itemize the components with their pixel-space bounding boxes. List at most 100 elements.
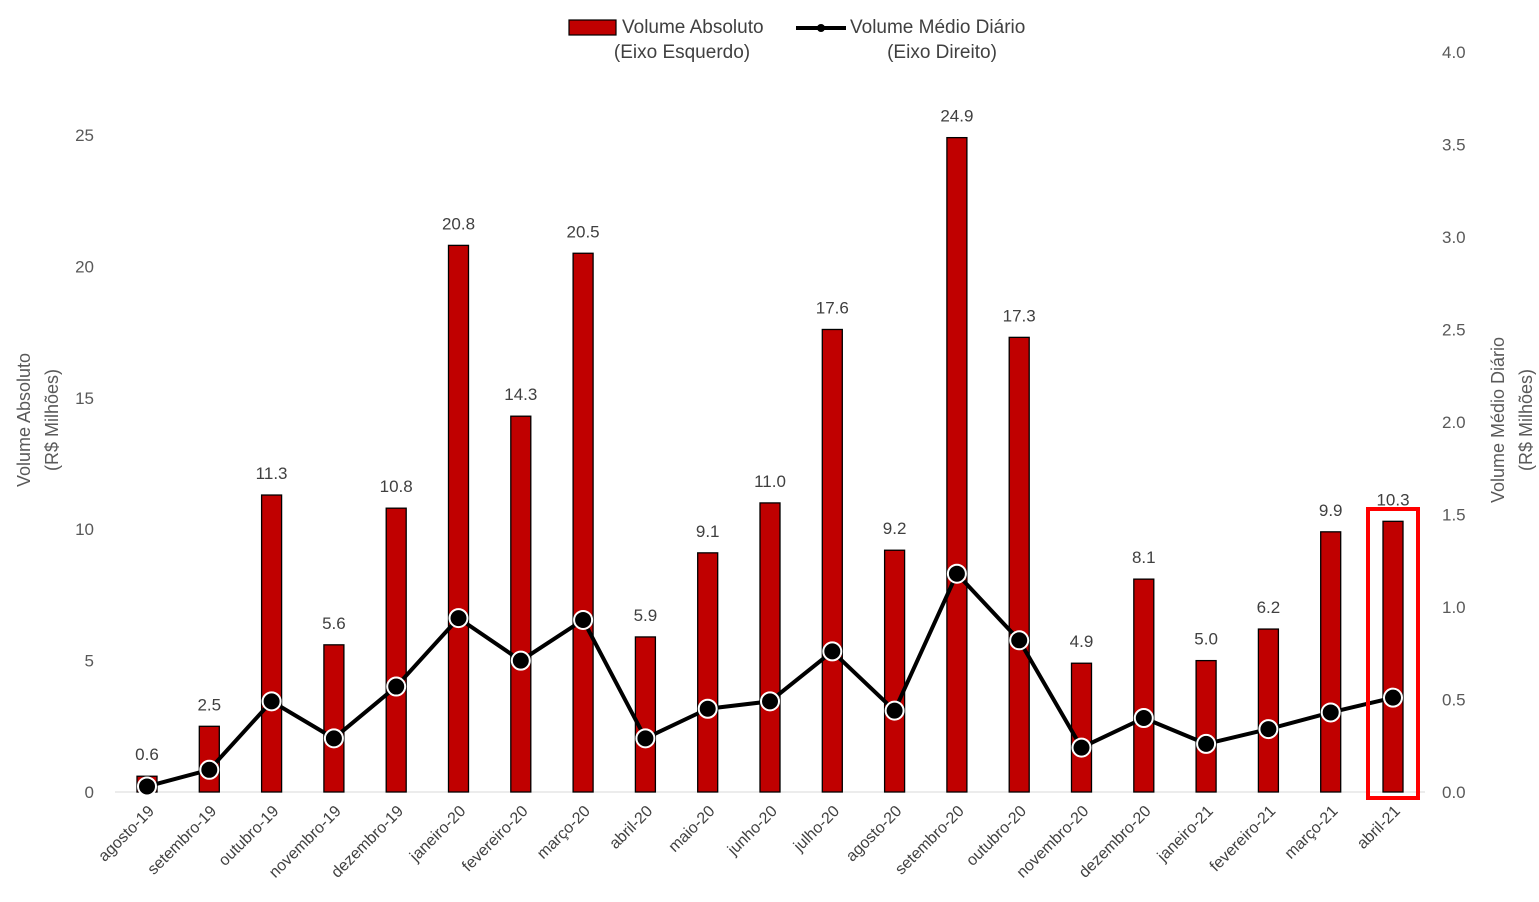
line-point [1009, 630, 1030, 651]
bar [1195, 659, 1217, 793]
bar-data-label: 6.2 [1257, 598, 1281, 617]
left-tick-label: 5 [85, 652, 94, 671]
bar-data-label: 14.3 [504, 385, 537, 404]
bar [572, 252, 594, 793]
x-tick-label: março-20 [534, 803, 594, 863]
line-point [137, 776, 157, 797]
line-point [1071, 737, 1092, 758]
line-point [1258, 719, 1279, 740]
x-tick-label: fevereiro-21 [1207, 803, 1279, 875]
right-axis-title: Volume Médio Diário [1488, 337, 1508, 503]
bar [1008, 336, 1030, 793]
line-point [1133, 708, 1154, 728]
x-ticks: agosto-19setembro-19outubro-19novembro-1… [95, 803, 1403, 882]
line-point [1320, 702, 1341, 723]
line-point [448, 608, 469, 629]
highlight-box [1366, 507, 1420, 800]
bar-data-label: 0.6 [135, 745, 159, 764]
bar-data-label: 9.2 [883, 519, 907, 538]
left-tick-label: 0 [85, 783, 94, 802]
bar-data-label: 10.3 [1376, 490, 1409, 509]
bar-data-label: 9.9 [1319, 501, 1343, 520]
right-axis: 0.0 0.5 1.0 1.5 2.0 2.5 3.0 3.5 4.0 [1442, 43, 1466, 802]
line-point [697, 698, 718, 719]
line-point [760, 691, 780, 712]
x-tick-label: junho-20 [724, 803, 781, 860]
legend-line-label: Volume Médio Diário [850, 17, 1025, 38]
bar [385, 507, 407, 793]
x-tick-label: março-21 [1282, 803, 1342, 863]
line-point [946, 563, 967, 584]
right-tick-label: 2.5 [1442, 321, 1466, 340]
legend-line-note: (Eixo Direito) [887, 42, 997, 63]
line-point [1383, 687, 1403, 708]
bars [136, 136, 1404, 793]
line-point [884, 700, 905, 721]
bar [697, 552, 719, 793]
highlight [1366, 507, 1420, 800]
left-axis: 0 5 10 15 20 25 [75, 126, 94, 802]
bar-data-label: 4.9 [1070, 632, 1094, 651]
bar [759, 502, 781, 793]
bar-data-label: 11.3 [256, 464, 288, 483]
line-point [261, 691, 282, 712]
bar-data-label: 5.0 [1194, 630, 1218, 649]
bar-data-label: 11.0 [754, 472, 786, 491]
right-tick-label: 2.0 [1442, 413, 1466, 432]
bar-data-label: 5.9 [634, 606, 658, 625]
bar-labels: 0.6 2.5 11.3 5.6 10.8 20.8 14.3 20.5 5.9 9.1 11.0 1… [135, 107, 1409, 765]
line-point [323, 728, 344, 749]
right-tick-label: 3.0 [1442, 228, 1466, 247]
left-tick-label: 25 [75, 126, 94, 145]
x-tick-label: abril-20 [606, 803, 656, 853]
right-tick-label: 4.0 [1442, 43, 1466, 62]
legend: Volume Absoluto (Eixo Esquerdo) Volume M… [568, 17, 1025, 63]
line-point [510, 650, 531, 671]
bar-data-label: 5.6 [322, 614, 346, 633]
bar [946, 136, 968, 793]
bar [1320, 531, 1342, 793]
right-axis-subtitle: (R$ Milhões) [1516, 369, 1536, 471]
bar [447, 244, 470, 793]
line-point [822, 641, 843, 662]
x-tick-label: julho-20 [790, 803, 843, 856]
x-tick-label: agosto-20 [843, 803, 905, 865]
bar-data-label: 9.1 [696, 522, 720, 541]
x-tick-label: outubro-19 [216, 803, 283, 870]
bar [323, 644, 345, 793]
bar-data-label: 17.3 [1003, 306, 1036, 325]
left-axis-subtitle: (R$ Milhões) [42, 369, 62, 471]
legend-bar-label: Volume Absoluto [622, 17, 764, 38]
left-tick-label: 10 [75, 520, 94, 539]
bar-data-label: 10.8 [380, 477, 413, 496]
right-tick-label: 0.5 [1442, 691, 1466, 710]
bar-data-label: 2.5 [197, 695, 221, 714]
left-tick-label: 15 [75, 389, 94, 408]
left-axis-title: Volume Absoluto [14, 353, 34, 487]
x-tick-label: maio-20 [666, 803, 719, 856]
bar [1133, 578, 1155, 793]
x-tick-label: janeiro-21 [1154, 803, 1217, 866]
bar-data-label: 24.9 [940, 107, 973, 126]
bar [1257, 628, 1280, 793]
legend-bar-note: (Eixo Esquerdo) [614, 42, 750, 63]
x-tick-label: abril-21 [1354, 803, 1404, 853]
right-tick-label: 0.0 [1442, 783, 1466, 802]
bar [883, 549, 906, 793]
right-tick-label: 3.5 [1442, 136, 1466, 155]
bar [1070, 662, 1093, 793]
bar [634, 636, 657, 793]
line-point [1196, 733, 1217, 754]
x-tick-label: agosto-19 [95, 803, 157, 865]
bar-data-label: 20.5 [567, 222, 600, 241]
bar [1382, 520, 1404, 793]
left-tick-label: 20 [75, 257, 94, 276]
line-point [573, 609, 594, 630]
bar-data-label: 8.1 [1132, 548, 1156, 567]
legend-line-marker [817, 24, 825, 32]
bar [510, 415, 532, 793]
line-point [386, 676, 407, 697]
x-tick-label: outubro-20 [963, 803, 1030, 870]
bar [821, 328, 843, 793]
